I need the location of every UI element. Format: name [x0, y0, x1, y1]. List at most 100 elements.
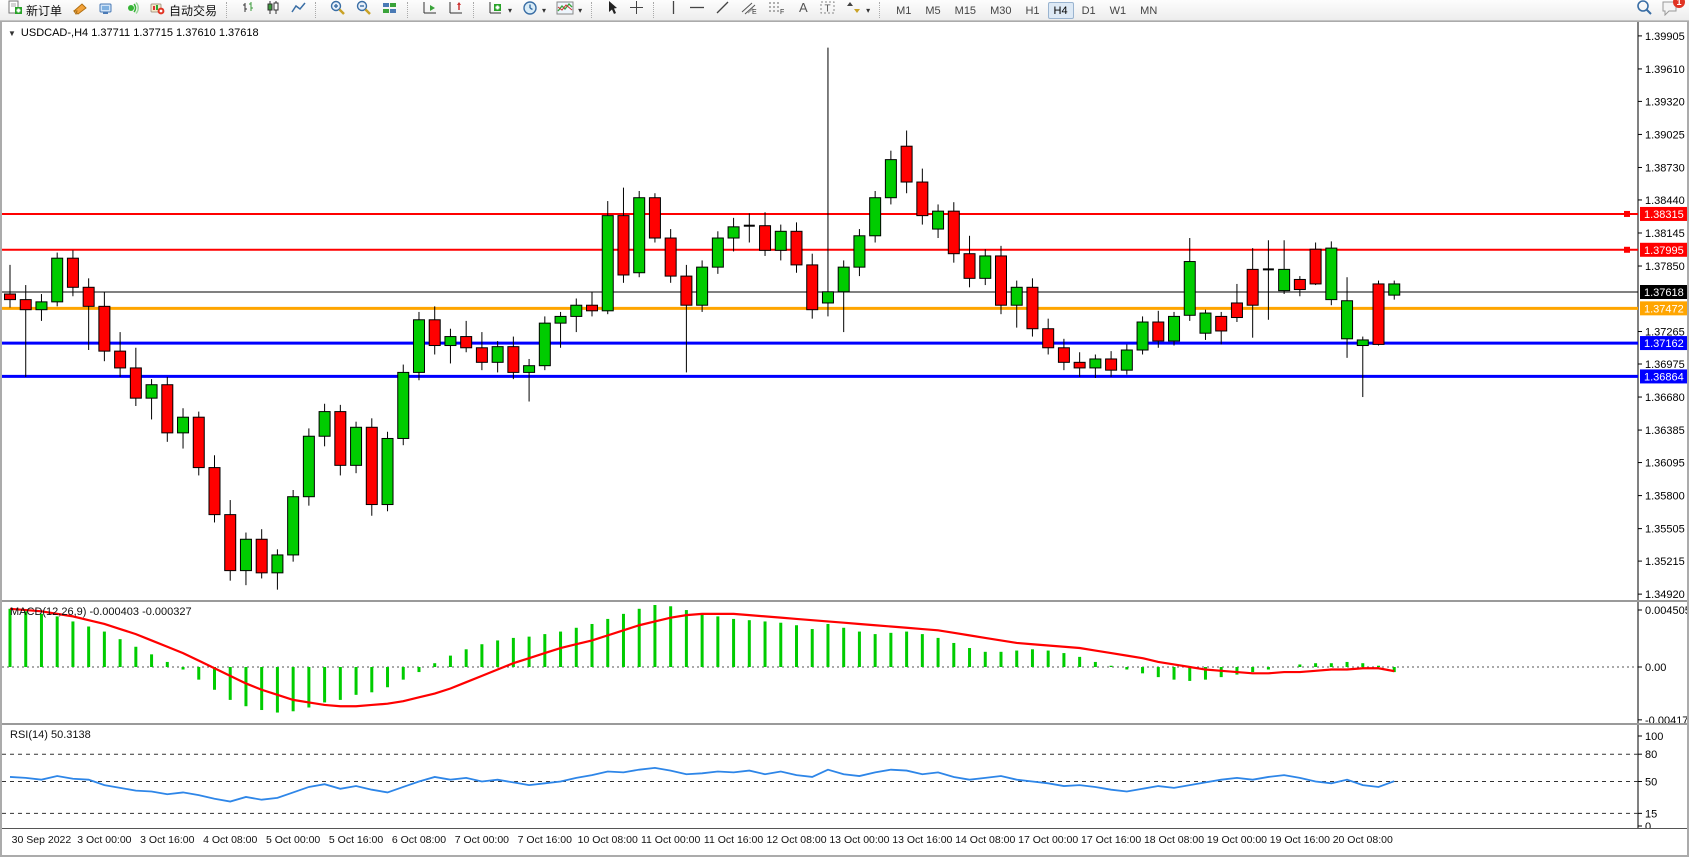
line-chart-icon: [291, 0, 306, 20]
timeframe-button-h4[interactable]: H4: [1047, 1, 1074, 19]
svg-text:1.37162: 1.37162: [1644, 338, 1684, 350]
price-chart-pane[interactable]: 1.39905 1.39610 1.39320 1.39025 1.38730 1.384…: [2, 22, 1687, 600]
svg-text:F: F: [780, 9, 784, 15]
toolbar-separator: [407, 2, 413, 18]
time-axis-label: 6 Oct 08:00: [391, 834, 447, 846]
auto-scroll-button[interactable]: [418, 1, 442, 20]
time-axis-label: 10 Oct 08:00: [577, 834, 638, 846]
timeframe-button-m1[interactable]: M1: [896, 4, 912, 17]
profile-button[interactable]: [94, 1, 118, 20]
cursor-button[interactable]: [602, 1, 623, 20]
collapse-arrow-icon[interactable]: ▼: [8, 28, 16, 38]
text-button[interactable]: A: [792, 0, 814, 20]
timeframe-button-m30[interactable]: M30: [990, 4, 1012, 17]
zoom-out-button[interactable]: [352, 0, 376, 21]
time-axis-label: 30 Sep 2022: [11, 834, 72, 846]
search-icon[interactable]: [1636, 0, 1653, 21]
time-axis-label: 11 Oct 16:00: [703, 834, 764, 846]
indicators-icon: [488, 0, 504, 20]
chart-shift-icon: [448, 0, 464, 20]
svg-text:1.38145: 1.38145: [1645, 228, 1685, 240]
candlestick-chart-icon: [266, 0, 281, 20]
pane-splitter[interactable]: [2, 723, 1687, 725]
symbol-ohlc-text: USDCAD-,H4 1.37711 1.37715 1.37610 1.376…: [20, 27, 259, 39]
time-axis-label: 20 Oct 08:00: [1332, 834, 1393, 846]
time-axis-label: 11 Oct 00:00: [640, 834, 701, 846]
toolbar-separator: [226, 2, 232, 18]
autotrading-label: 自动交易: [169, 3, 218, 18]
new-order-button[interactable]: 新订单: [4, 0, 66, 20]
svg-text:1.38315: 1.38315: [1644, 209, 1684, 221]
chevron-down-icon: ▾: [542, 5, 547, 15]
time-axis-label: 17 Oct 00:00: [1018, 834, 1079, 846]
text-icon: A: [796, 0, 810, 20]
svg-text:1.37618: 1.37618: [1644, 287, 1684, 299]
time-axis-label: 7 Oct 16:00: [517, 834, 572, 846]
tile-windows-icon: [382, 1, 398, 20]
vertical-line-button[interactable]: [664, 1, 683, 20]
bar-chart-icon: [241, 0, 256, 20]
new-order-label: 新订单: [26, 3, 63, 18]
trendline-button[interactable]: [711, 1, 734, 20]
signal-icon: [124, 1, 140, 20]
time-axis-label: 5 Oct 16:00: [328, 834, 384, 846]
fibonacci-button[interactable]: F: [764, 1, 790, 20]
arrows-button[interactable]: ▾: [842, 1, 874, 20]
rsi-indicator-pane[interactable]: 100 80 50 150: [2, 725, 1687, 828]
svg-text:1.39905: 1.39905: [1645, 31, 1685, 43]
chevron-down-icon: ▾: [508, 5, 513, 15]
line-chart-button[interactable]: [287, 1, 310, 20]
svg-text:1.37265: 1.37265: [1645, 327, 1685, 339]
svg-text:-0.004177: -0.004177: [1645, 715, 1687, 723]
clock-icon: [522, 0, 538, 21]
text-label-icon: T: [820, 0, 836, 20]
zoom-in-button[interactable]: [326, 0, 350, 21]
autotrading-button[interactable]: 自动交易: [146, 1, 221, 20]
indicators-button[interactable]: ▾: [484, 1, 516, 20]
svg-text:1.35800: 1.35800: [1645, 491, 1685, 503]
svg-text:1.35215: 1.35215: [1645, 556, 1685, 568]
signal-button[interactable]: [120, 1, 144, 20]
new-order-icon: [8, 0, 23, 20]
tile-windows-button[interactable]: [378, 1, 402, 20]
auto-scroll-icon: [422, 0, 438, 20]
equidistant-channel-button[interactable]: E: [736, 1, 762, 20]
timeframe-button-m5[interactable]: M5: [925, 4, 941, 17]
chart-symbol-ohlc: ▼ USDCAD-,H4 1.37711 1.37715 1.37610 1.3…: [8, 27, 259, 39]
equidistant-channel-icon: E: [740, 0, 758, 20]
crayon-button[interactable]: [68, 1, 92, 20]
chevron-down-icon: ▾: [866, 5, 871, 15]
time-axis-label: 18 Oct 08:00: [1143, 834, 1205, 846]
crayon-icon: [72, 1, 88, 20]
svg-text:1.36680: 1.36680: [1645, 392, 1685, 404]
crosshair-button[interactable]: [625, 1, 648, 20]
timeframe-button-d1[interactable]: D1: [1081, 4, 1096, 17]
time-axis-label: 19 Oct 00:00: [1206, 834, 1267, 846]
timeframe-button-mn[interactable]: MN: [1140, 4, 1158, 17]
zoom-out-icon: [356, 0, 372, 21]
templates-button[interactable]: ▾: [552, 1, 586, 20]
periods-button[interactable]: ▾: [518, 0, 550, 21]
zoom-in-icon: [330, 0, 346, 21]
pane-splitter[interactable]: [2, 600, 1687, 602]
svg-text:100: 100: [1645, 731, 1663, 743]
timeframe-button-h1[interactable]: H1: [1025, 4, 1040, 17]
time-axis-label: 3 Oct 16:00: [140, 834, 195, 846]
chevron-down-icon: ▾: [578, 5, 583, 15]
rsi-label: RSI(14) 50.3138: [10, 729, 91, 741]
time-axis-label: 12 Oct 08:00: [766, 834, 827, 846]
macd-indicator-pane[interactable]: 0.004505 0.00 -0.004177: [2, 602, 1687, 723]
svg-text:1.38440: 1.38440: [1645, 195, 1685, 207]
time-axis[interactable]: 30 Sep 2022 3 Oct 00:00 3 Oct 16:00 4 Oct 0…: [2, 828, 1687, 850]
vertical-line-icon: [668, 0, 679, 20]
fibonacci-icon: F: [768, 0, 786, 20]
chat-button[interactable]: 1: [1661, 0, 1685, 21]
text-label-button[interactable]: T: [816, 1, 840, 20]
timeframe-button-w1[interactable]: W1: [1109, 4, 1127, 17]
chart-shift-button[interactable]: [444, 1, 468, 20]
candlestick-chart-button[interactable]: [262, 1, 285, 20]
horizontal-line-button[interactable]: [685, 1, 709, 20]
bar-chart-button[interactable]: [237, 1, 260, 20]
time-axis-label: 3 Oct 00:00: [77, 834, 132, 846]
timeframe-button-m15[interactable]: M15: [954, 4, 977, 17]
